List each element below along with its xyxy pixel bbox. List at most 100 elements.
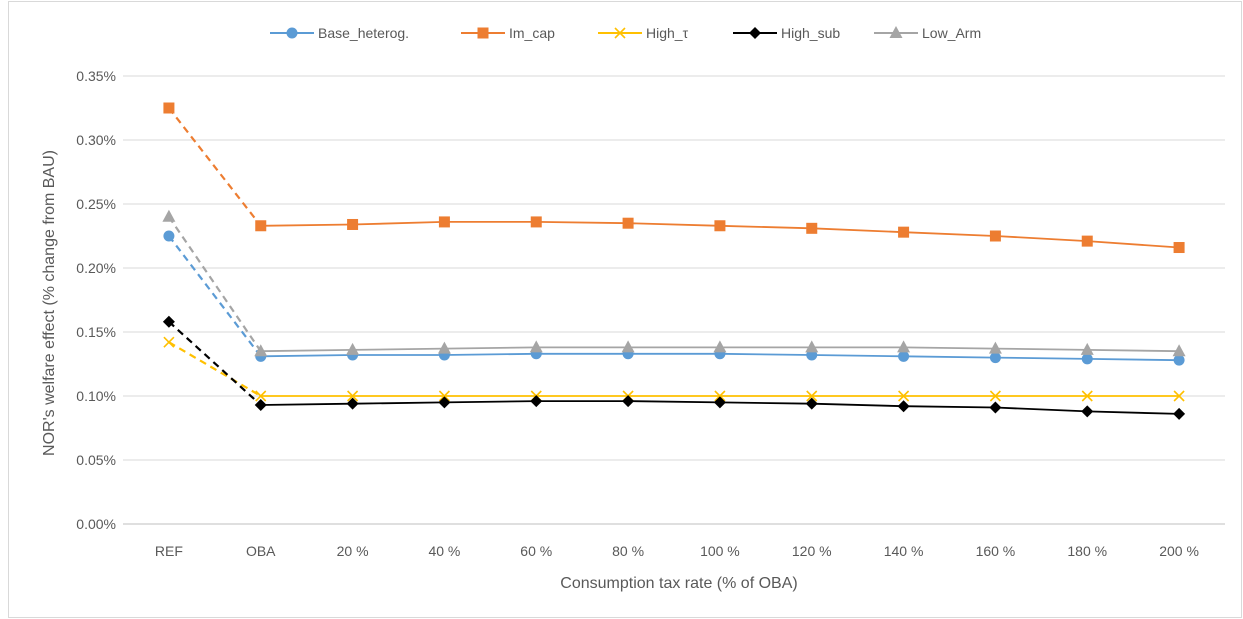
series-dashed-segment [168,320,262,406]
data-point [254,398,267,411]
data-point [438,216,450,228]
data-point [897,400,910,413]
data-point [897,340,911,353]
x-tick-label: 200 % [1159,543,1199,559]
data-point [805,340,819,353]
x-tick-label: 140 % [884,543,924,559]
legend-marker [286,27,298,39]
chart-border [8,1,1242,618]
data-point [622,395,635,408]
legend-item-im-cap: Im_cap [461,25,555,41]
data-point [346,397,359,410]
series-low-arm [162,209,1186,357]
y-tick-label: 0.10% [76,388,116,404]
data-point [163,102,175,114]
x-tick-label: REF [155,543,183,559]
x-marker-stroke [1081,390,1093,402]
data-point [713,340,727,353]
data-point [898,390,910,402]
data-point [1172,344,1186,357]
data-point [347,218,359,230]
legend-marker [889,26,903,38]
y-tick-label: 0.30% [76,132,116,148]
legend-item-base-heterog: Base_heterog. [270,25,409,41]
y-tick-label: 0.00% [76,516,116,532]
legend-item-high-sub: High_sub [733,25,840,41]
data-point [898,226,910,238]
data-point [713,396,726,409]
series-high-sub [162,315,1186,420]
series-dashed-segment [168,216,262,352]
series-dashed-segment [168,235,262,357]
x-tick-label: 160 % [976,543,1016,559]
data-point [254,344,268,357]
legend-label: High_sub [781,25,840,41]
x-tick-label: OBA [246,543,276,559]
x-tick-label: 80 % [612,543,644,559]
data-point [255,220,267,232]
data-point [530,216,542,228]
x-marker-stroke [163,336,175,348]
data-point [1173,390,1185,402]
data-point [714,390,726,402]
x-marker-stroke [614,27,626,39]
data-point [1173,354,1185,366]
x-marker-stroke [255,390,267,402]
data-point [529,340,543,353]
legend-label: High_τ [646,25,689,41]
y-tick-label: 0.05% [76,452,116,468]
x-tick-label: 20 % [337,543,369,559]
legend-item-high: High_τ [598,25,689,41]
data-point [1081,235,1093,247]
legend: Base_heterog. Im_cap High_τ High_sub Low_Arm [270,25,981,41]
data-point [989,352,1001,364]
x-marker-stroke [989,390,1001,402]
x-tick-label: 60 % [520,543,552,559]
data-point [1080,342,1094,355]
data-point [255,390,267,402]
x-axis-title: Consumption tax rate (% of OBA) [560,575,797,592]
data-point [621,340,635,353]
legend-marker [614,27,626,39]
data-point [346,342,360,355]
data-point [437,341,451,354]
series-im-cap [163,102,1185,254]
y-tick-label: 0.15% [76,324,116,340]
data-point [438,390,450,402]
data-point [806,222,818,234]
series-layer [162,102,1186,420]
data-point [622,217,634,229]
data-point [1173,242,1185,254]
series-dashed-segment [168,107,262,227]
x-marker-stroke [438,390,450,402]
data-point [162,209,176,222]
x-marker-stroke [714,390,726,402]
x-tick-label: 180 % [1067,543,1107,559]
legend-label: Im_cap [509,25,555,41]
x-tick-label: 40 % [428,543,460,559]
data-point [438,396,451,409]
data-point [347,390,359,402]
x-tick-label: 120 % [792,543,832,559]
data-point [1081,405,1094,418]
legend-marker [477,27,489,39]
data-point [1173,407,1186,420]
series-dashed-segment [168,341,262,397]
y-tick-label: 0.35% [76,68,116,84]
data-point [530,395,543,408]
data-point [988,341,1002,354]
legend-item-low-arm: Low_Arm [874,25,981,41]
data-point [714,220,726,232]
y-tick-label: 0.20% [76,260,116,276]
x-marker-stroke [347,390,359,402]
data-point [1081,390,1093,402]
x-marker-stroke [898,390,910,402]
x-marker-stroke [1173,390,1185,402]
x-marker-stroke [806,390,818,402]
x-tick-label: 100 % [700,543,740,559]
data-point [806,390,818,402]
data-point [805,397,818,410]
data-point [1081,353,1093,365]
data-point [162,315,175,328]
